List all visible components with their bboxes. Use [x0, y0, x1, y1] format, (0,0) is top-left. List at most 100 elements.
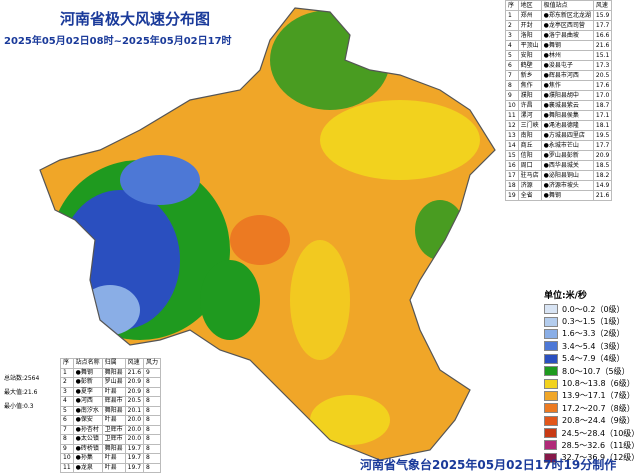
table: 序站点名称 归属 风速 风力 1 ●舞钢 舞阳县 21.6 9 2 ●彭新 罗山县 20.9 8 3 ●夏李叶… [60, 358, 162, 473]
cell: 8 [60, 434, 74, 445]
legend-label: 20.8～24.4（9级） [562, 416, 635, 426]
cell: 19.7 [124, 462, 145, 473]
stat-label: 总站数: [4, 375, 25, 382]
legend-item: 5.4～7.9（4级） [544, 353, 636, 365]
cell: 4 [505, 40, 519, 51]
legend-swatch [544, 403, 558, 414]
legend-item: 17.2～20.7（8级） [544, 402, 636, 414]
cell: 2 [60, 377, 74, 388]
cell: 6 [60, 415, 74, 426]
legend-swatch [544, 378, 558, 389]
cell: 19.7 [124, 443, 145, 454]
cell: 舞阳县 [101, 367, 126, 378]
cell: ●孙杏村 [72, 424, 103, 435]
cell: 20.9 [124, 386, 145, 397]
cell: 焦作 [517, 80, 542, 91]
row: 1 ●舞钢 舞阳县 21.6 9 [60, 367, 162, 378]
cell: 开封 [517, 20, 542, 31]
cell: ●焦作 [540, 80, 594, 91]
cell: 20.5 [124, 396, 145, 407]
row: 15 信阳 ●罗山县彭新 20.9 [505, 150, 613, 161]
row: 3 ●夏李 叶县 20.9 8 [60, 386, 162, 397]
cell: 7 [60, 424, 74, 435]
cell: ●济源市坡头 [540, 180, 594, 191]
row: 1 郑州 ●郑东新区北龙湖 15.9 [505, 10, 613, 21]
cell: 16.6 [592, 30, 613, 41]
cell: ●泌阳县铜山 [540, 170, 594, 181]
cell: 14 [505, 140, 519, 151]
legend-swatch [544, 341, 558, 352]
cell: 8 [143, 453, 162, 464]
cell: ●舞钢 [540, 40, 594, 51]
cell: 信阳 [517, 150, 542, 161]
header-cell: 序 [505, 0, 519, 11]
legend-item: 8.0～10.7（5级） [544, 365, 636, 377]
cell: 20.0 [124, 434, 145, 445]
row: 7 ●孙杏村 卫辉市 20.0 8 [60, 424, 162, 435]
legend-label: 0.0～0.2（0级） [562, 304, 625, 314]
cell: 11 [60, 462, 74, 473]
cell: 16 [505, 160, 519, 171]
cell: 8 [143, 443, 162, 454]
cell: ●舞阳县侯集 [540, 110, 594, 121]
row: 4 ●河西 辉县市 20.5 8 [60, 396, 162, 407]
cell: 5 [60, 405, 74, 416]
cell: 20.9 [592, 150, 613, 161]
cell: 商丘 [517, 140, 542, 151]
cell: 19.5 [592, 130, 613, 141]
cell: 17.0 [592, 90, 613, 101]
cell: 10 [60, 453, 74, 464]
cell: 1 [505, 10, 519, 21]
cell: 18 [505, 180, 519, 191]
cell: ●彭新 [72, 377, 103, 388]
legend-label: 28.5～32.6（11级） [561, 440, 640, 450]
cell: 鹤壁 [517, 60, 542, 71]
cell: 8 [143, 462, 162, 473]
stat-value: 2564 [24, 375, 40, 382]
legend-label: 3.4～5.4（3级） [562, 341, 625, 351]
stat-value: 0.3 [24, 403, 34, 410]
row: 16 周口 ●西华县城关 18.5 [505, 160, 613, 171]
stats: 总站数:2564 最大值:21.6 最小值:0.3 [4, 372, 39, 414]
cell: 13 [505, 130, 519, 141]
row: 10 许昌 ●襄城县紫云 18.7 [505, 100, 613, 111]
header-cell: 风力 [143, 358, 162, 369]
cell: 3 [505, 30, 519, 41]
cell: ●渑池县德隆 [540, 120, 594, 131]
cell: 17.6 [592, 80, 613, 91]
cell: 舞阳县 [101, 443, 126, 454]
cell: 17.7 [592, 140, 613, 151]
cell: 8 [143, 386, 162, 397]
cell: 21.6 [592, 190, 613, 201]
cell: 平顶山 [517, 40, 542, 51]
cell: 洛阳 [517, 30, 542, 41]
legend-swatch [544, 390, 558, 401]
cell: 8 [143, 396, 162, 407]
legend-title: 单位:米/秒 [544, 291, 587, 301]
row: 5 安阳 ●林州 15.1 [505, 50, 613, 61]
table: 序地区 极值站点 风速 1 郑州 ●郑东新区北龙湖 15.9 2 开封 ●龙亭区西司营 17.7 3 洛… [505, 0, 613, 201]
legend-label: 17.2～20.7（8级） [562, 403, 635, 413]
cell: 驻马店 [517, 170, 542, 181]
cell: 叶县 [101, 386, 126, 397]
cell: 8 [505, 80, 519, 91]
header-cell: 站点名称 [72, 358, 103, 369]
cell: 20.1 [124, 405, 145, 416]
cell: 全省 [517, 190, 542, 201]
legend-label: 32.7～36.9（12级） [561, 453, 640, 463]
cell: 19 [505, 190, 519, 201]
cell: ●辉县市河西 [540, 70, 594, 81]
cell: ●舞钢 [72, 367, 103, 378]
header-cell: 归属 [101, 358, 126, 369]
cell: 4 [60, 396, 74, 407]
cell: 20.5 [592, 70, 613, 81]
cell: 周口 [517, 160, 542, 171]
stat-label: 最小值: [4, 403, 25, 410]
cell: 18.2 [592, 170, 613, 181]
header-cell: 序 [60, 358, 74, 369]
cell: 舞阳县 [101, 405, 126, 416]
cell: 7 [505, 70, 519, 81]
cell: 卫辉市 [101, 434, 126, 445]
row: 8 焦作 ●焦作 17.6 [505, 80, 613, 91]
cell: 18.7 [592, 100, 613, 111]
